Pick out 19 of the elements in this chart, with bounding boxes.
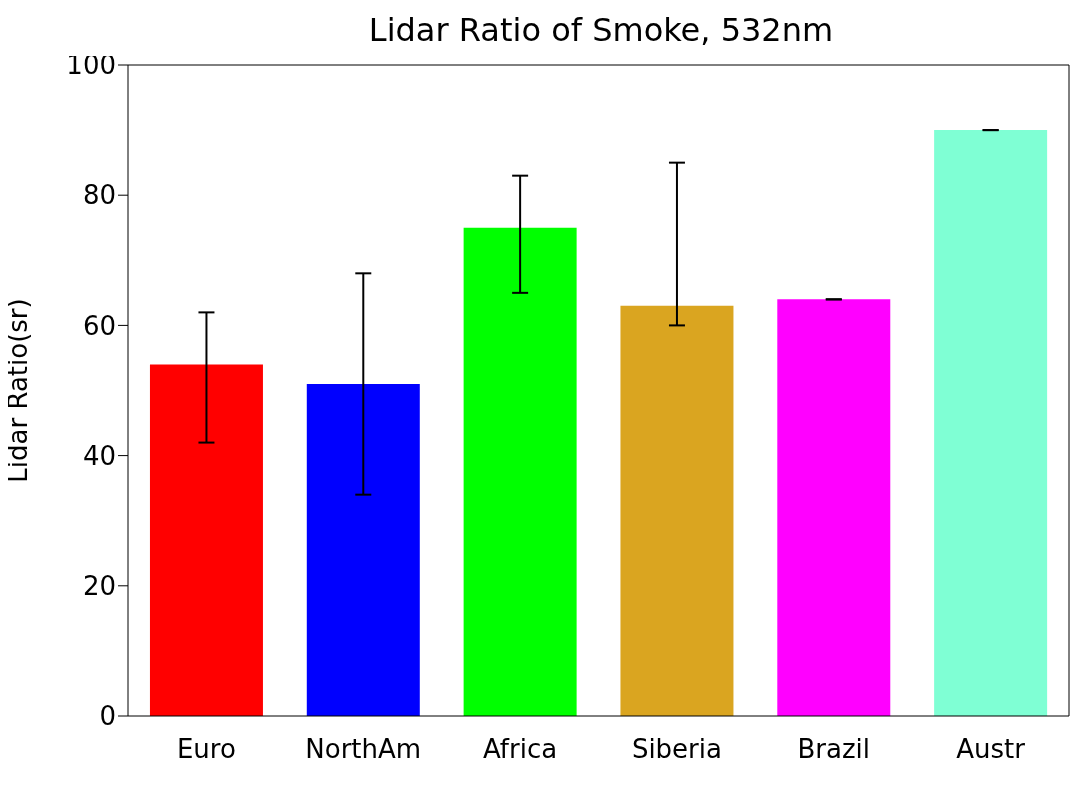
x-tick-label: NorthAm — [305, 734, 422, 765]
x-tick-label: Siberia — [631, 734, 722, 765]
x-tick-label: Brazil — [797, 734, 871, 765]
x-tick-label: Africa — [483, 734, 558, 765]
x-tick-label: Euro — [176, 734, 236, 765]
bar — [620, 305, 734, 716]
x-tick-label: Austr — [956, 734, 1026, 765]
bar — [934, 130, 1048, 716]
y-tick-label: 20 — [82, 571, 116, 602]
bar — [463, 227, 577, 716]
bar — [777, 299, 891, 716]
chart-title: Lidar Ratio of Smoke, 532nm — [368, 11, 834, 49]
y-tick-label: 40 — [82, 440, 116, 471]
y-tick-label: 60 — [82, 310, 116, 341]
y-tick-label: 80 — [82, 180, 116, 211]
bar — [306, 383, 420, 716]
y-axis-title: Lidar Ratio(sr) — [3, 298, 34, 483]
y-tick-label: 0 — [99, 701, 116, 732]
bar — [149, 364, 263, 716]
